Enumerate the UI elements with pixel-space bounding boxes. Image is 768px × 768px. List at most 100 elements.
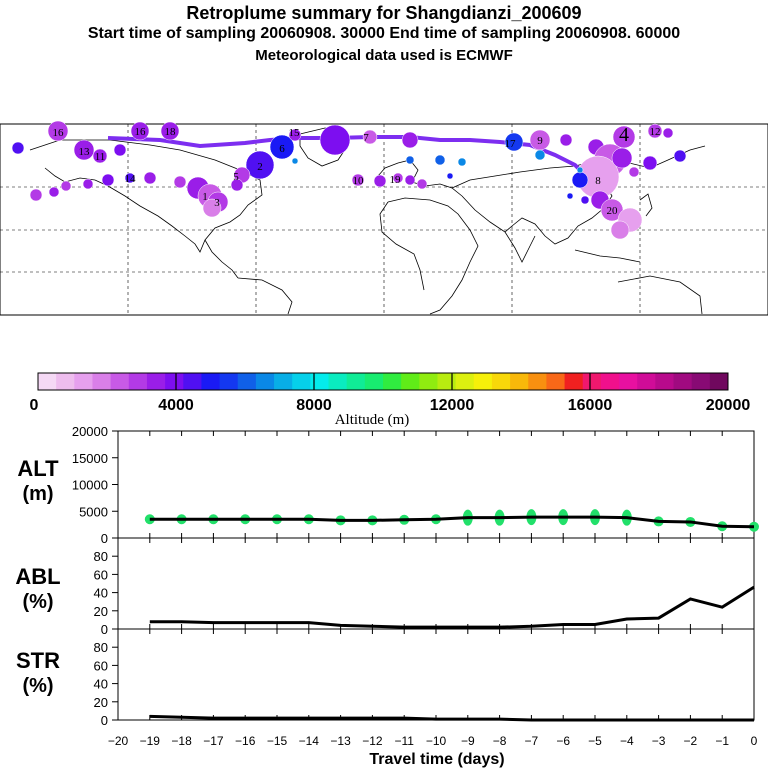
x-axis-title: Travel time (days) [369, 751, 504, 768]
colorbar-cell [255, 373, 275, 390]
plume-day-label: 20 [607, 205, 619, 217]
abl-series-line [149, 585, 755, 629]
x-tick-label: −13 [330, 734, 351, 748]
x-tick-label: −14 [299, 734, 320, 748]
colorbar-cell [274, 373, 293, 390]
str-unit: (%) [22, 675, 53, 697]
x-tick-label: −12 [362, 734, 383, 748]
colorbar: 0 4000 8000 12000 16000 20000 Altitude (m) [30, 372, 750, 428]
x-tick-label: 0 [751, 734, 758, 748]
x-tick-label: −2 [684, 734, 698, 748]
colorbar-cell [146, 373, 166, 390]
x-tick-label: −3 [652, 734, 666, 748]
abl-ytick-label: 80 [94, 549, 108, 564]
colorbar-cell [528, 373, 547, 390]
plume-circle [230, 178, 244, 192]
x-tick-label: −6 [556, 734, 570, 748]
abl-ytick-label: 0 [101, 622, 108, 637]
plume-day-label: 8 [595, 175, 601, 187]
abl-ytick-label: 20 [94, 604, 108, 619]
plume-circle [351, 173, 365, 187]
colorbar-cell [546, 373, 566, 390]
plume-circle [662, 127, 674, 139]
alt-ytick-label: 0 [101, 531, 108, 546]
str-ytick-label: 80 [94, 640, 108, 655]
x-tick-label: −4 [620, 734, 634, 748]
alt-ytick-label: 15000 [72, 451, 108, 466]
colorbar-cell [455, 373, 475, 390]
alt-label: ALT [17, 456, 59, 481]
str-series-line [149, 714, 754, 722]
plume-day-label: 4 [619, 124, 629, 146]
plume-circle [173, 175, 187, 189]
colorbar-cell [346, 373, 366, 390]
str-panel-frame [117, 628, 755, 721]
map-panel: 16 13 18 16 11 14 6 2 10 19 5 8 9 17 1 3 7 4 15 12 20 [0, 120, 768, 316]
plume-circle [566, 192, 574, 200]
plume-circle [288, 128, 302, 142]
colorbar-cell [419, 373, 438, 390]
plume-day-label: 11 [95, 151, 106, 163]
plume-circle [534, 149, 546, 161]
plume-circle [404, 174, 416, 186]
alt-ytick-label: 5000 [79, 504, 108, 519]
plume-circle [48, 186, 60, 198]
abl-ytick-label: 60 [94, 567, 108, 582]
colorbar-cell [237, 373, 257, 390]
colorbar-cell [491, 373, 511, 390]
plume-circle [92, 148, 108, 164]
colorbar-cell [183, 373, 202, 390]
str-ytick-label: 40 [94, 677, 108, 692]
plume-circle [642, 155, 658, 171]
plume-circle [416, 178, 428, 190]
plume-circle [628, 166, 640, 178]
plume-circle [101, 173, 115, 187]
plume-circle [504, 132, 524, 152]
plume-circle [405, 155, 415, 165]
sampling-times: Start time of sampling 20060908. 30000 E… [87, 25, 681, 42]
plume-circle [130, 121, 150, 141]
plume-day-label: 2 [257, 161, 263, 173]
colorbar-tick-label: 12000 [430, 397, 475, 414]
plume-circle [362, 129, 378, 145]
plume-circle [11, 141, 25, 155]
plume-circle [434, 154, 446, 166]
colorbar-cell [128, 373, 148, 390]
plume-circle [457, 157, 467, 167]
colorbar-tick-label: 16000 [568, 397, 613, 414]
plume-day-label: 9 [537, 135, 543, 147]
colorbar-cell [691, 373, 711, 390]
x-tick-label: −8 [493, 734, 507, 748]
plume-day-label: 7 [363, 132, 369, 144]
x-tick-label: −17 [203, 734, 224, 748]
plume-day-label: 10 [353, 175, 365, 187]
colorbar-cell [401, 373, 420, 390]
alt-series-line [149, 515, 755, 529]
x-tick-label: −18 [171, 734, 192, 748]
abl-label: ABL [15, 564, 60, 589]
plume-day-label: 12 [650, 126, 661, 138]
plume-circle [60, 180, 72, 192]
colorbar-cell [219, 373, 239, 390]
plume-circle [319, 124, 351, 156]
colorbar-cell [310, 373, 330, 390]
str-ytick-label: 60 [94, 658, 108, 673]
colorbar-cell [655, 373, 675, 390]
x-tick-label: −20 [108, 734, 129, 748]
x-tick-label: −10 [426, 734, 447, 748]
plume-circle [113, 143, 127, 157]
colorbar-cell [74, 373, 93, 390]
plume-circle [202, 198, 222, 218]
str-label: STR [16, 648, 60, 673]
str-ytick-label: 0 [101, 713, 108, 728]
colorbar-cell [510, 373, 529, 390]
x-tick-label: −9 [461, 734, 475, 748]
x-tick-label: −1 [715, 734, 729, 748]
colorbar-tick-label: 0 [30, 397, 39, 414]
colorbar-cell [582, 373, 602, 390]
chart-title: Retroplume summary for Shangdianzi_20060… [186, 3, 582, 23]
plume-circle [47, 120, 69, 142]
met-data-source: Meteorological data used is ECMWF [255, 47, 513, 64]
x-tick-label: −11 [394, 734, 414, 748]
plume-circle [143, 171, 157, 185]
